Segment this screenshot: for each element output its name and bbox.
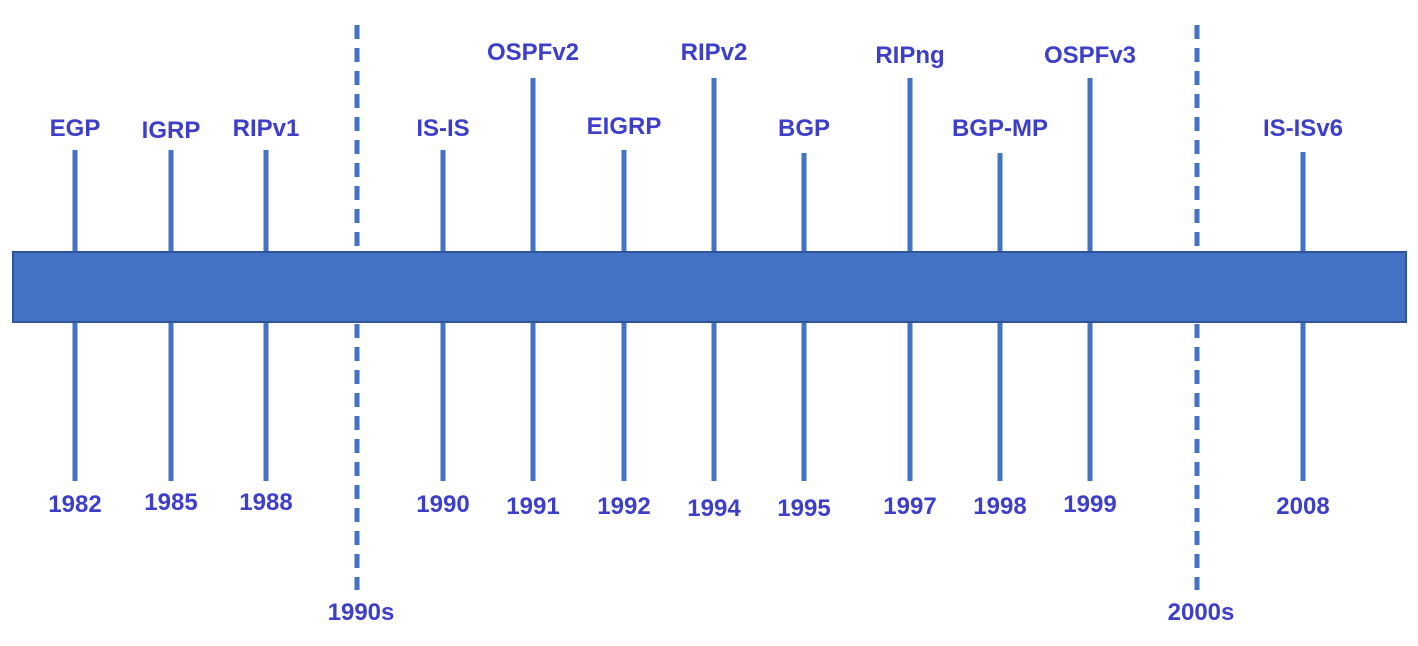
year-label-1985: 1985	[144, 489, 197, 516]
protocol-label-bgp-mp: BGP-MP	[952, 115, 1048, 142]
protocol-label-is-is: IS-IS	[416, 115, 469, 142]
year-label-2008: 2008	[1276, 493, 1329, 520]
year-label-1992: 1992	[597, 493, 650, 520]
protocol-label-eigrp: EIGRP	[587, 113, 662, 140]
year-label-1998: 1998	[973, 493, 1026, 520]
protocol-label-is-isv6: IS-ISv6	[1263, 115, 1343, 142]
decade-label-1990s: 1990s	[328, 599, 395, 626]
year-label-1999: 1999	[1063, 491, 1116, 518]
protocol-label-ripv1: RIPv1	[233, 115, 300, 142]
protocol-label-igrp: IGRP	[142, 117, 201, 144]
year-label-1995: 1995	[777, 495, 830, 522]
year-label-1988: 1988	[239, 489, 292, 516]
event-labels: EGP 1982 IGRP 1985 RIPv1 1988 IS-IS 1990 OSPFv2 1…	[48, 39, 1343, 626]
year-label-1994: 1994	[687, 495, 741, 522]
protocol-label-ripng: RIPng	[875, 42, 944, 69]
protocol-label-ripv2: RIPv2	[681, 39, 748, 66]
year-label-1991: 1991	[506, 493, 559, 520]
event-ticks	[72, 78, 1306, 481]
year-label-1982: 1982	[48, 491, 101, 518]
year-label-1997: 1997	[883, 493, 936, 520]
protocol-label-ospfv3: OSPFv3	[1044, 42, 1136, 69]
decade-label-2000s: 2000s	[1168, 599, 1235, 626]
year-label-1990: 1990	[416, 491, 469, 518]
timeline-bar	[12, 251, 1407, 323]
protocol-label-bgp: BGP	[778, 115, 830, 142]
protocol-label-ospfv2: OSPFv2	[487, 39, 579, 66]
protocol-label-egp: EGP	[50, 115, 101, 142]
